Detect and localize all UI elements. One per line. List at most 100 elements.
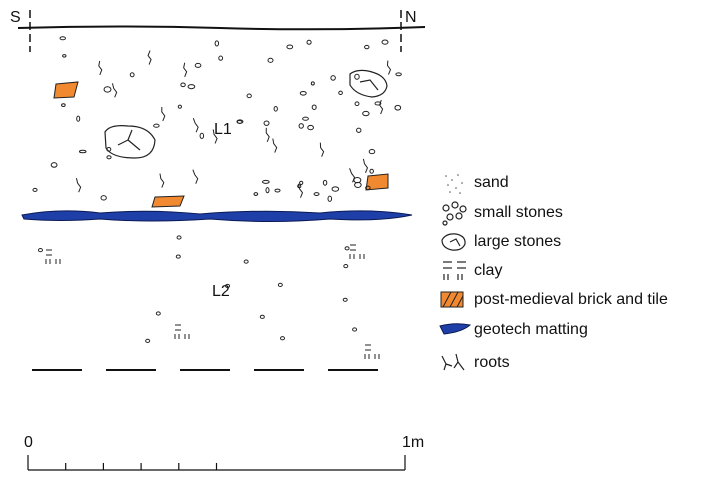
legend-label: geotech matting [474,321,588,338]
small-stone [310,81,315,86]
layer-label: L1 [214,121,232,138]
root [161,106,166,122]
small-stone [365,185,371,191]
small-stone [199,132,205,139]
small-stone [236,119,244,124]
scale-label: 0 [24,434,33,451]
small-stone [381,39,389,45]
brick-icon-hatch [442,291,464,308]
small-stone [50,162,58,168]
small-stone [330,75,336,81]
root [192,169,199,184]
small-stone [175,254,181,259]
small-stone [214,40,220,47]
root [159,173,165,188]
root [147,50,152,65]
small-stone [106,155,112,160]
small-stone [374,101,382,106]
legend-label: sand [474,174,509,191]
small-stone [331,186,340,192]
small-stones-icon [442,201,467,226]
clay [45,249,61,264]
legend-label: small stones [474,204,563,221]
small-stone [280,336,286,341]
root [192,118,199,133]
clay [349,244,365,259]
small-stone [322,179,328,186]
small-stone [354,73,360,80]
brick [53,81,79,99]
brick [151,195,185,208]
roots-icon [441,353,465,371]
large-stone [104,125,156,159]
small-stone [103,86,112,93]
small-stone [354,101,360,107]
small-stone [225,283,231,289]
root [272,138,278,153]
root [386,60,392,75]
small-stone [395,72,402,77]
small-stone [302,116,309,121]
small-stone [194,62,202,68]
small-stone [342,297,348,302]
small-stone [306,39,312,45]
root [349,168,356,183]
small-stone [343,264,349,269]
small-stone [153,123,160,128]
small-stone [273,105,278,112]
small-stone [263,120,270,126]
small-stone [76,115,81,122]
small-stone [394,104,402,111]
root [297,183,304,198]
small-stone [259,314,265,319]
geotech-matting [21,210,413,222]
small-stone [37,248,43,253]
small-stone [180,82,186,88]
sand-icon [445,174,463,194]
small-stone [243,259,249,264]
root [111,83,118,98]
small-stone [299,90,307,96]
small-stone [369,168,374,174]
clay [174,324,190,339]
root [362,158,369,174]
small-stone [286,44,294,50]
large-stone [349,69,388,98]
small-stone [307,124,314,131]
small-stone [62,54,67,58]
root [98,60,103,76]
small-stone [129,72,135,78]
root [379,99,384,115]
small-stone [100,195,107,201]
small-stone [265,187,270,194]
orientation-label: N [405,9,417,26]
orientation-label: S [10,9,21,26]
brick-icon [440,291,464,308]
small-stone [187,84,196,90]
small-stone [362,110,370,117]
small-stone [364,44,370,50]
brick [365,173,389,191]
small-stone [261,179,270,184]
small-stone [267,57,274,63]
small-stone [177,104,182,109]
root [183,62,188,77]
scale-label: 1m [402,434,424,451]
small-stone [338,90,343,95]
small-stone [274,188,281,193]
root [212,129,218,144]
legend-label: roots [474,354,510,371]
small-stone [327,195,333,202]
small-stone [106,146,112,152]
large-stones-icon [441,233,466,251]
small-stone [299,180,304,185]
small-stone [277,282,283,288]
small-stone [78,149,87,154]
small-stone [298,123,304,129]
clay [364,344,380,359]
small-stone [61,103,66,107]
small-stone [59,36,66,41]
small-stone [145,338,151,344]
small-stone [356,127,362,133]
